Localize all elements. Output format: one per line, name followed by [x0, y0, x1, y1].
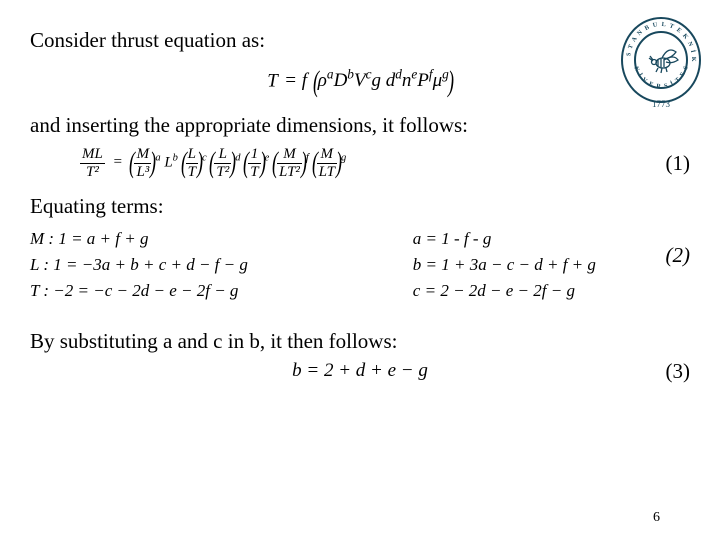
equate-c-right: c = 2 − 2d − e − 2f − g — [413, 281, 690, 301]
svg-text:İ S T A N B U L T E K N İ K: İ S T A N B U L T E K N İ K — [620, 16, 697, 63]
equation-number-1: (1) — [666, 151, 691, 176]
equate-L-left: L : 1 = −3a + b + c + d − f − g — [30, 255, 413, 275]
dimensional-equation: MLT² = (ML³)a Lb (LT)c (LT²)d (1T)e (MLT… — [30, 146, 690, 180]
equation-number-3: (3) — [666, 359, 691, 384]
substitution-result: b = 2 + d + e − g — [30, 360, 690, 382]
paragraph-2: and inserting the appropriate dimensions… — [30, 113, 690, 138]
page-number: 6 — [653, 510, 660, 526]
equating-terms-block: M : 1 = a + f + g L : 1 = −3a + b + c + … — [30, 229, 690, 307]
thrust-equation: T = f (ρaDbVcg ddnePfμg) — [30, 65, 690, 99]
paragraph-4: By substituting a and c in b, it then fo… — [30, 329, 690, 354]
paragraph-3: Equating terms: — [30, 194, 690, 219]
paragraph-1: Consider thrust equation as: — [30, 28, 690, 53]
logo-year: 1773 — [652, 99, 671, 109]
page-content: Consider thrust equation as: T = f (ρaDb… — [0, 0, 720, 382]
equate-a-right: a = 1 - f - g — [413, 229, 690, 249]
equation-number-2: (2) — [666, 243, 691, 268]
equate-b-right: b = 1 + 3a − c − d + f + g — [413, 255, 690, 275]
equate-M-left: M : 1 = a + f + g — [30, 229, 413, 249]
equate-T-left: T : −2 = −c − 2d − e − 2f − g — [30, 281, 413, 301]
